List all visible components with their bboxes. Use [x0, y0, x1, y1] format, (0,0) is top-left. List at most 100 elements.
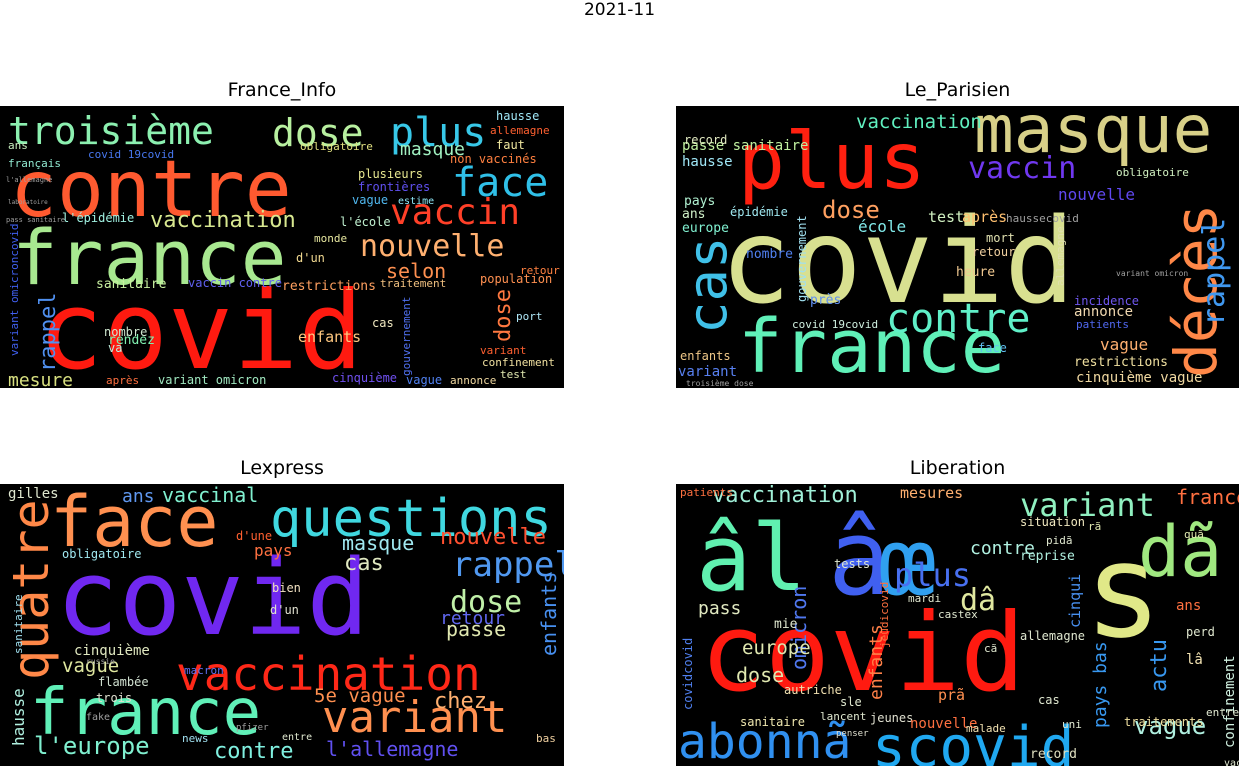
cloud-word: retour [440, 608, 505, 629]
cloud-word: vague [406, 373, 442, 387]
cloud-word: masque [974, 106, 1212, 168]
cloud-word: covid [720, 192, 1075, 330]
cloud-word: 5e vague [314, 685, 406, 707]
cloud-word: dose [450, 585, 522, 620]
wordcloud-le-parisien-svg: covid masque plus france cas décès contr… [676, 106, 1232, 388]
cloud-word: malade [966, 722, 1006, 735]
cloud-word: dâ [960, 583, 996, 618]
cloud-word: mort [986, 231, 1015, 245]
cloud-word: covid [38, 269, 363, 388]
cloud-word: l'europe [34, 732, 150, 760]
cloud-word: traitements [1124, 715, 1203, 729]
cloud-word: vaccinal [162, 484, 258, 507]
cloud-word: monde [314, 232, 347, 245]
cloud-word: france [12, 213, 287, 302]
cloud-word: obligatoire [62, 547, 141, 561]
cloud-word: troisième dose [686, 378, 754, 388]
cloud-word: gilles [8, 486, 59, 502]
cloud-word: incidence [1074, 294, 1139, 308]
cloud-word: fake [86, 712, 110, 723]
cloud-word: gouvernement [400, 297, 413, 376]
cloud-word: russie [86, 657, 115, 666]
cloud-word: décès [1162, 203, 1230, 378]
cloud-word: entre [282, 732, 312, 743]
cloud-word: nouvelle [1058, 185, 1135, 204]
cloud-word: sanitaire [12, 594, 25, 654]
cloud-word: reprise [1020, 549, 1075, 564]
cloud-word: covid [56, 537, 369, 659]
cloud-word: pass [698, 598, 741, 619]
cloud-word: faut [496, 138, 525, 152]
cloud-word: ans [1176, 598, 1201, 614]
cloud-word: mesure [8, 370, 73, 388]
cloud-word: dose [491, 289, 516, 342]
cloud-word: castex [938, 608, 978, 621]
cloud-word: selon [386, 259, 446, 283]
cloud-word: prã [938, 686, 965, 704]
wordcloud-france-info: covid contre france troisième dose plus … [0, 106, 564, 388]
cloud-word: rappel [1197, 218, 1232, 326]
cloud-word: variant omicron [158, 373, 266, 387]
cloud-word: sle [840, 695, 862, 709]
cloud-word: va [108, 341, 122, 355]
cloud-word: vague [352, 193, 388, 207]
cloud-word: ans [8, 139, 28, 152]
cloud-word: tests [834, 557, 870, 571]
cloud-word: estime [398, 196, 434, 207]
cloud-word: vaccin [968, 151, 1076, 186]
panel-title-liberation: Liberation [909, 457, 1006, 479]
cloud-word: covidcovid [681, 638, 695, 710]
cloud-word: population [480, 272, 552, 286]
cloud-word: hausse [9, 688, 28, 746]
cloud-word: â [828, 497, 891, 619]
cloud-word: contre [886, 296, 1031, 342]
cloud-word: épidémie [730, 205, 788, 219]
cloud-word: bas [536, 732, 556, 745]
cloud-word: flambée [98, 675, 149, 689]
cloud-word: cinquième [74, 643, 150, 659]
cloud-word: traitement [380, 277, 446, 290]
cloud-word: nouvelle [360, 229, 505, 264]
cloud-word: variant [678, 364, 737, 380]
cloud-word: enfants [298, 328, 361, 346]
cloud-word: restrictions [1074, 355, 1168, 370]
cloud-word: cas [344, 551, 384, 576]
cloud-word: jeunes [870, 711, 913, 725]
cloud-word: non vaccinés [450, 152, 537, 166]
cloud-word: vague [1134, 712, 1206, 740]
cloud-word: vaccination [150, 208, 296, 233]
cloud-word: quã [1184, 528, 1204, 541]
cloud-word: enfants [680, 349, 731, 363]
cloud-word: vague [62, 655, 119, 677]
cloud-word: allemagne [1020, 629, 1085, 643]
cloud-word: contre [10, 145, 292, 235]
cloud-word: ans [682, 207, 705, 222]
cloud-word: rendez [108, 333, 155, 348]
cloud-word: pays bas [1090, 641, 1111, 728]
cloud-word: passe sanitaire [682, 138, 808, 154]
cloud-word: pays [684, 194, 715, 209]
cloud-word: cinquième [332, 371, 397, 385]
cloud-word: record [1030, 747, 1077, 762]
cloud-word: variant omicroncovid [8, 224, 21, 356]
cloud-word: autriche [784, 683, 842, 697]
cloud-word: chez [434, 689, 487, 714]
cloud-word: vaccin contre [188, 276, 282, 290]
cloud-word: macron [184, 664, 224, 677]
cloud-word: allemagne [1054, 226, 1067, 286]
cloud-word: jeudicovid [878, 582, 891, 648]
cloud-word: port [516, 310, 543, 323]
cloud-word: uni [1062, 718, 1082, 731]
cloud-word: bien [272, 581, 301, 595]
cloud-word: confinement [482, 356, 555, 369]
cloud-word: plus [894, 556, 971, 594]
panel-title-france-info: France_Info [227, 79, 337, 101]
cloud-word: nouvelle [910, 716, 977, 732]
cloud-word: mardi [908, 592, 941, 605]
cloud-word: hausse [682, 154, 733, 170]
figure-title: 2021-11 [583, 0, 656, 20]
cloud-word: français [8, 157, 61, 170]
cloud-word: hausse [496, 109, 539, 123]
cloud-word: france [1176, 485, 1239, 509]
cloud-word: europe [742, 637, 811, 659]
